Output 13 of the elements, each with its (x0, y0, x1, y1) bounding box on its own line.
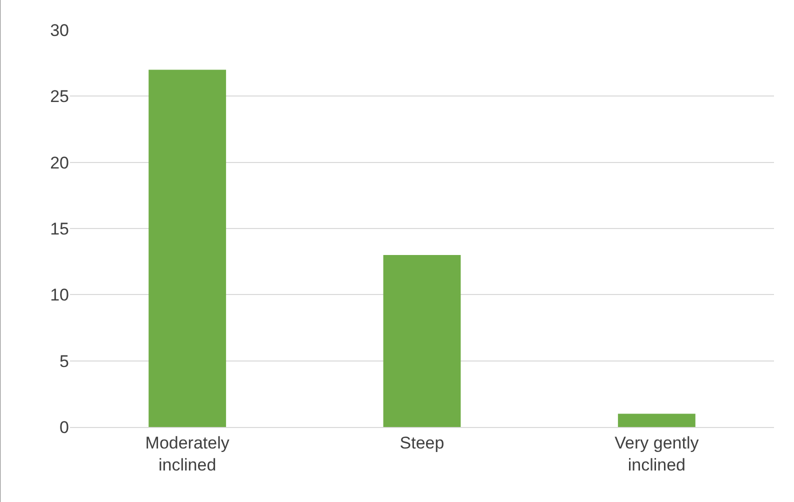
y-tick-label: 5 (60, 352, 69, 371)
y-tick-label: 25 (50, 87, 69, 106)
x-tick-label: Moderately inclined (145, 433, 230, 474)
y-tick-label: 30 (50, 20, 69, 40)
bar (148, 70, 226, 427)
y-tick-label: 20 (50, 153, 69, 172)
y-tick-label: 15 (50, 219, 69, 238)
x-tick-label: Steep (400, 433, 444, 452)
bar (383, 254, 461, 427)
y-tick-label: 0 (60, 418, 69, 437)
x-tick-label: Very gently inclined (614, 433, 700, 474)
y-tick-label: 10 (50, 286, 69, 305)
bar (618, 414, 696, 427)
